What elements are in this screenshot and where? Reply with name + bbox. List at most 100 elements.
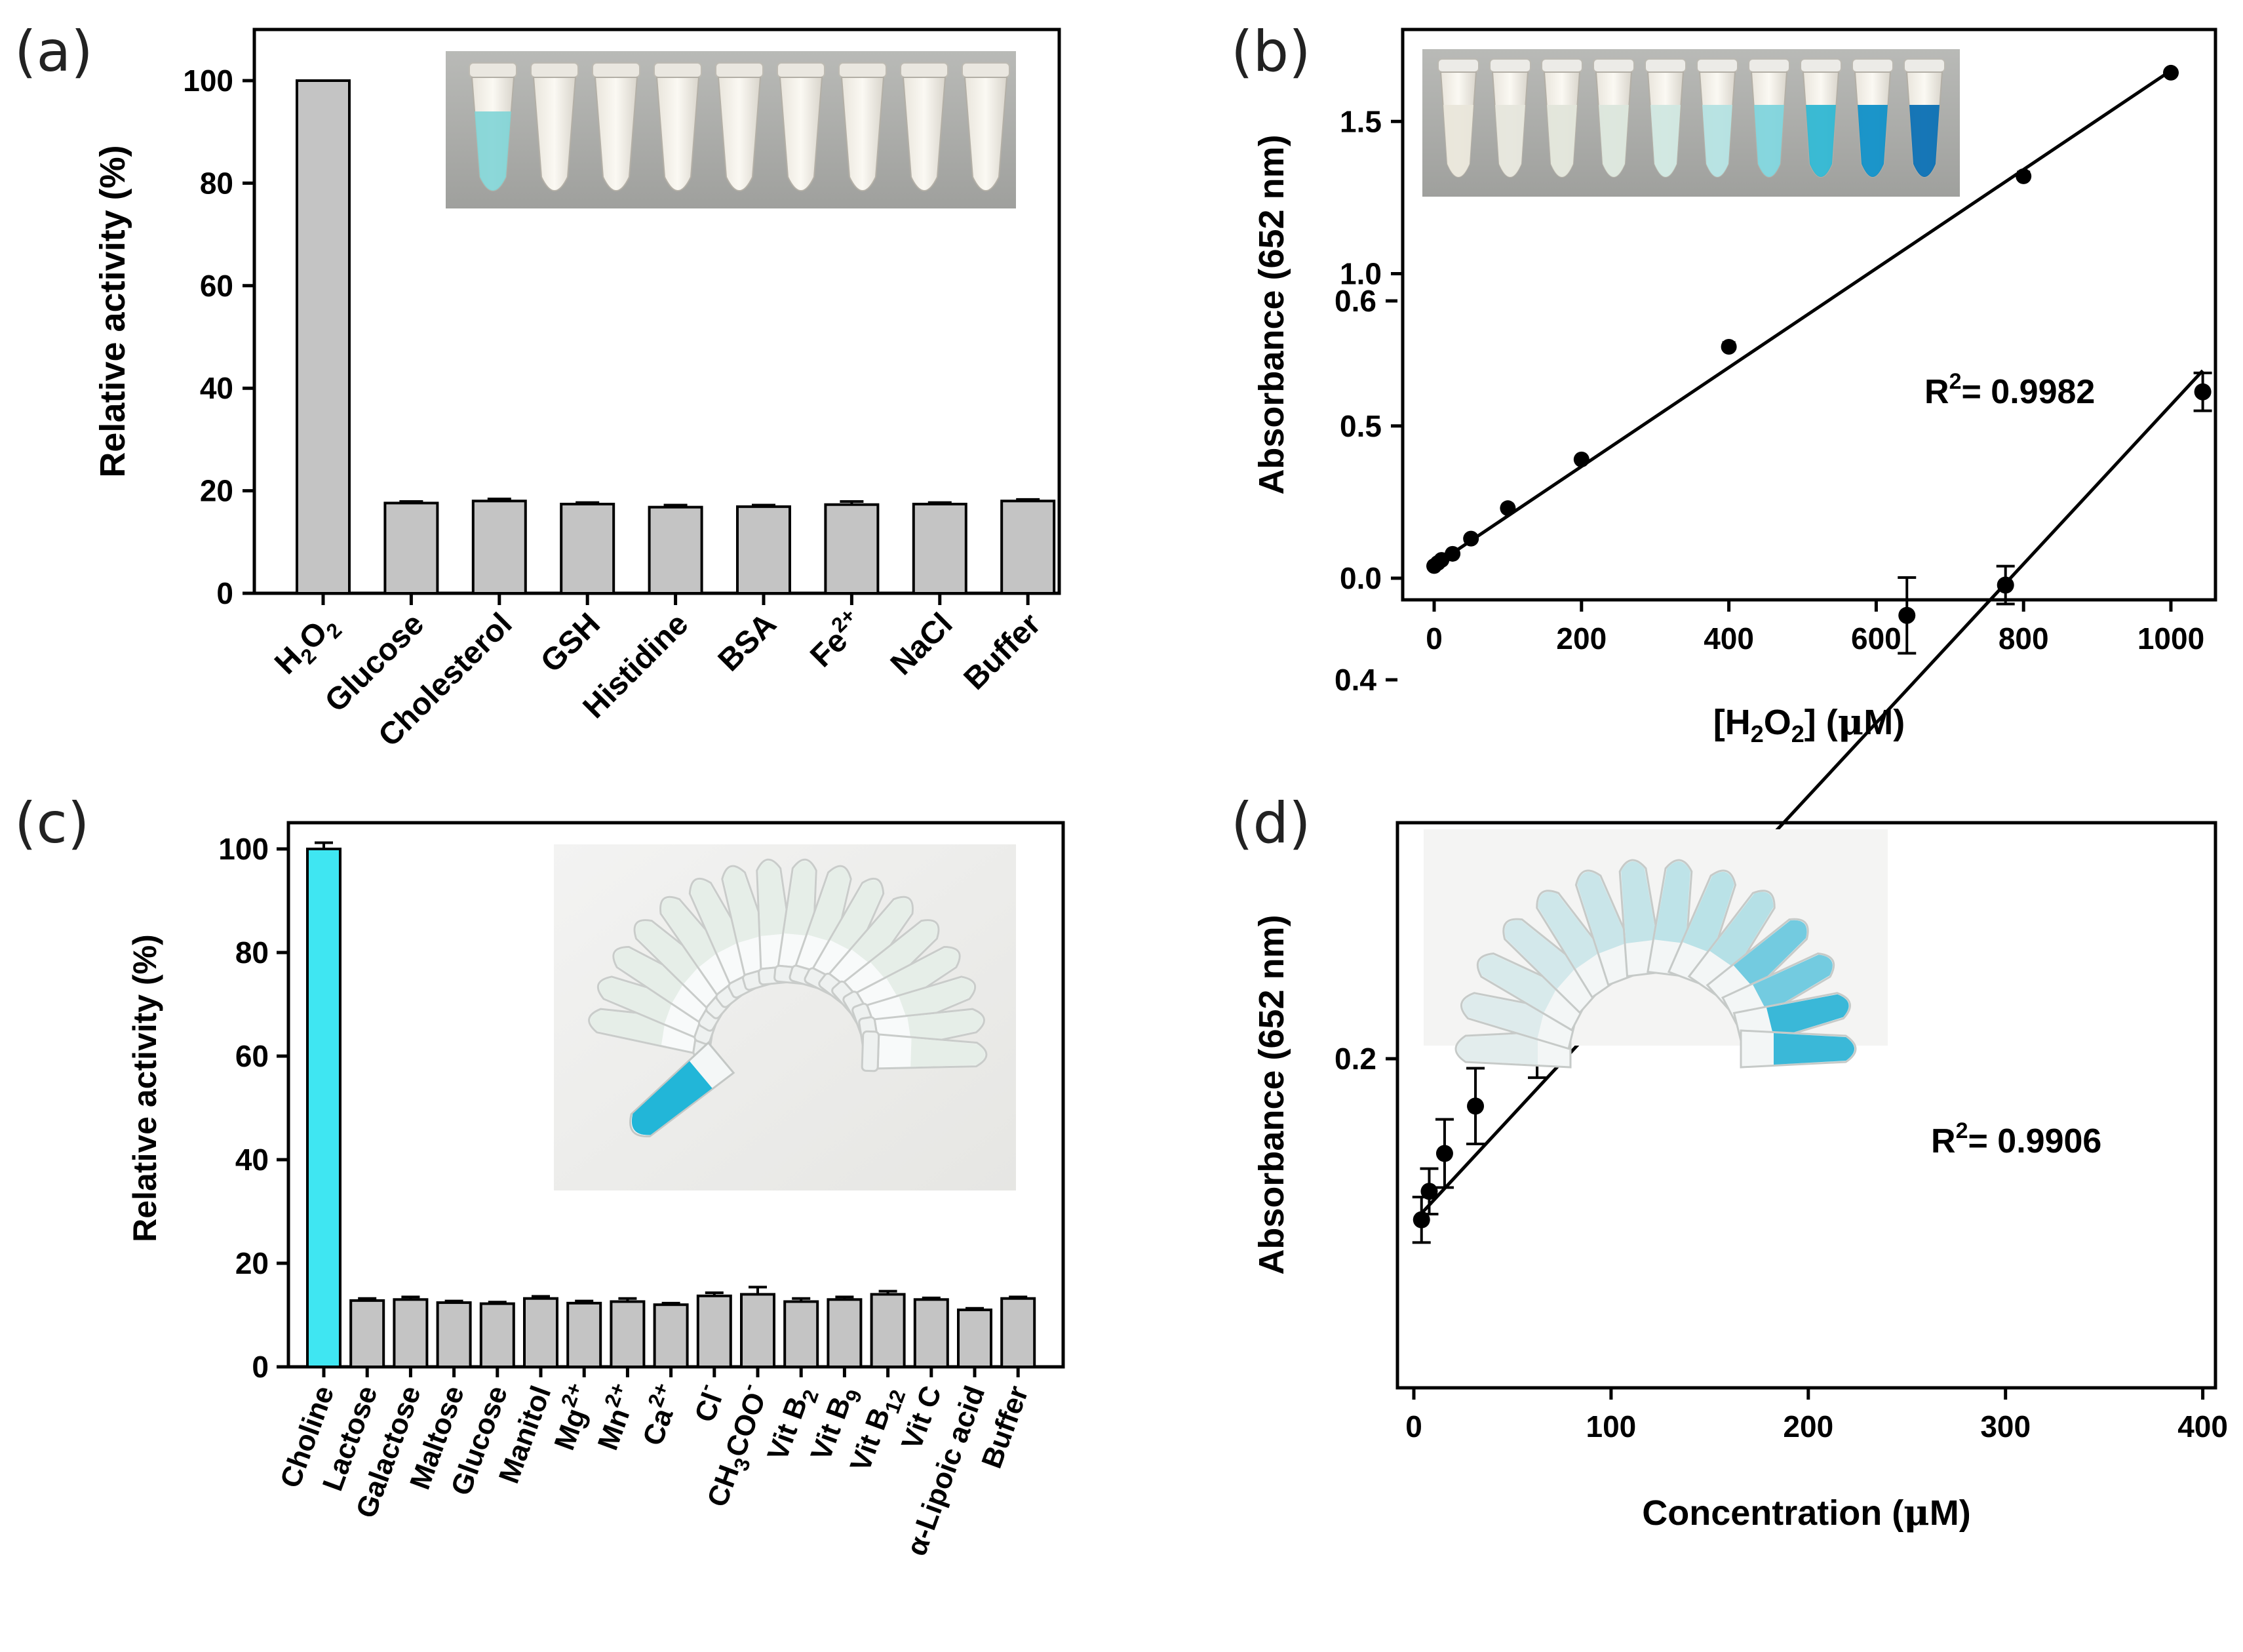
tube-cap [469,62,517,78]
tube-cap [1696,58,1738,73]
tube-solution [723,867,766,943]
panel-d: (d) 0.2 0.4 0.6 0 100 200 300 400 Absorbance (… [1231,284,2228,1533]
tube-solution [1650,105,1681,177]
tube-body [840,77,885,191]
x-category-label: BSA [712,606,783,678]
tube-solution [1774,1033,1854,1065]
tube-body [594,77,638,191]
data-point [1573,451,1590,467]
bar [1000,500,1056,595]
tube-solution [661,898,722,968]
arc-tube [1687,890,1776,999]
tube-solution [1766,994,1849,1038]
tube-cap [653,62,702,78]
y-tick-label: 40 [235,1143,269,1177]
y-tick-label: 20 [200,474,233,508]
panel-b: (b) 0.0 0.5 1.0 1.5 0 200 400 600 800 1000 Absor… [1231,19,2217,747]
x-tick-label: 100 [1586,1409,1637,1444]
tube-solution [1504,920,1578,989]
tube-solution [1621,861,1658,944]
bar [824,503,880,595]
bar [957,1308,992,1368]
arc-tube [1476,952,1590,1032]
tube-cap [1541,58,1583,73]
bar [349,1299,385,1369]
tube-cap [1852,58,1894,73]
x-tick-label: 200 [1783,1409,1833,1444]
tube-solution [1806,105,1836,177]
y-tick-label: 100 [183,64,233,98]
y-tick-label: 0 [216,576,233,610]
panel-a-inset-photo [446,51,1016,208]
tube-cap [1437,58,1479,73]
arc-tube [1460,992,1579,1050]
tube-cap [1593,58,1635,73]
bar [479,1302,515,1368]
y-tick-label: 0.2 [1335,1042,1376,1076]
tube-body [532,77,577,191]
tube-cap [715,62,764,78]
tube-solution [614,948,687,1003]
tube-solution [1457,1033,1538,1065]
tube-cap [838,62,887,78]
x-category-label: Fe2+​ [800,603,871,674]
y-tick-label: 0 [252,1350,269,1384]
tube-solution [1443,105,1473,177]
tube-solution [1858,105,1888,177]
bar [436,1301,472,1369]
tube-solution [1479,954,1559,1013]
data-point [1420,1183,1438,1200]
tube-cap [861,1030,880,1072]
tube-cap [1748,58,1790,73]
panel-c-label: (c) [14,791,89,856]
panel-b-r2: R2= 0.9982 [1924,369,2095,411]
x-tick-label: 200 [1556,621,1607,656]
panel-d-r2: R2= 0.9906 [1931,1118,2101,1160]
bar [560,502,615,595]
tube-body [779,77,823,191]
bar [735,505,791,595]
tube-body [655,77,700,191]
x-category-label: H2O2​ [268,606,346,684]
arc-tube [1740,1029,1857,1069]
panel-c: (c) 0 20 40 60 80 100 CholineLactoseGalactose… [14,791,1065,1560]
bar [523,1297,558,1368]
x-tick-label: 1000 [2137,621,2204,656]
y-tick-label: 40 [200,371,233,405]
bar [383,502,439,595]
panel-c-x-labels: CholineLactoseGalactoseMaltoseGlucoseMan… [274,1367,1035,1560]
arc-tube [1536,890,1624,999]
panel-d-x-ticks: 0 100 200 300 400 [1405,1388,2228,1444]
tube-cap [1489,58,1531,73]
data-point [1435,1145,1453,1162]
x-category-label: NaCl [884,606,960,682]
x-category-label: Mn2+​ [585,1379,644,1454]
bar [870,1293,906,1369]
panel-d-y-axis-label: Absorbance (652 nm) [1252,914,1291,1274]
data-point [1721,338,1737,355]
panel-d-inset-photo [1424,829,1888,1069]
tube-solution [907,1010,983,1046]
data-point [1413,1211,1430,1229]
arc-tube [1706,918,1809,1014]
x-tick-label: 300 [1980,1409,2031,1444]
x-tick-label: 0 [1426,621,1443,656]
tube-solution [1547,105,1577,177]
tube-solution [1753,954,1833,1013]
panel-b-x-axis-label: [H2O2] (μM) [1713,701,1905,747]
data-point [1898,606,1916,624]
tube-cap [1645,58,1687,73]
panel-d-fit-line [1420,369,2204,1215]
panel-b-label: (b) [1231,19,1311,85]
x-category-label: Cl-​ [682,1379,731,1426]
bar [740,1293,775,1369]
tube-solution [1709,892,1774,969]
tube-blue-solution [475,111,511,191]
tube-solution [1702,105,1732,177]
tube-solution [899,977,974,1024]
tube-solution [590,1010,666,1046]
tube-solution [1654,861,1690,944]
panel-b-y-axis-label: Absorbance (652 nm) [1252,134,1291,494]
x-tick-label: 800 [1999,621,2049,656]
